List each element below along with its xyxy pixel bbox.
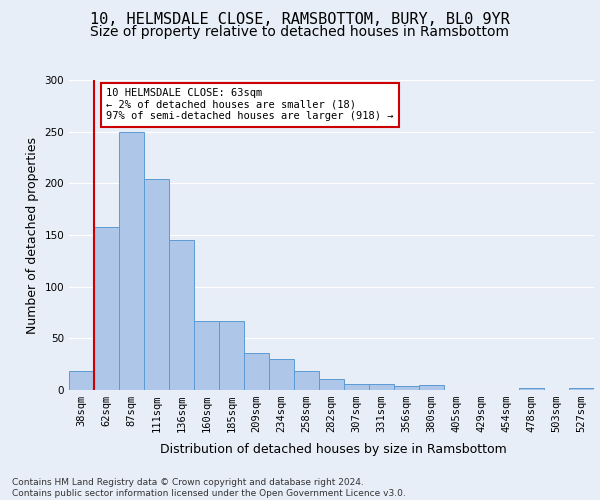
Bar [194,321,219,390]
Bar [69,372,94,390]
Text: 10, HELMSDALE CLOSE, RAMSBOTTOM, BURY, BL0 9YR: 10, HELMSDALE CLOSE, RAMSBOTTOM, BURY, B… [90,12,510,28]
Text: Contains HM Land Registry data © Crown copyright and database right 2024.
Contai: Contains HM Land Registry data © Crown c… [12,478,406,498]
Bar [569,388,594,390]
Bar [94,226,119,390]
Bar [319,378,344,390]
Bar [244,353,269,390]
Bar [419,385,444,390]
Text: Distribution of detached houses by size in Ramsbottom: Distribution of detached houses by size … [160,442,506,456]
Bar [344,384,369,390]
Text: Size of property relative to detached houses in Ramsbottom: Size of property relative to detached ho… [91,25,509,39]
Bar [169,240,194,390]
Bar [144,179,169,390]
Bar [294,372,319,390]
Bar [219,321,244,390]
Text: 10 HELMSDALE CLOSE: 63sqm
← 2% of detached houses are smaller (18)
97% of semi-d: 10 HELMSDALE CLOSE: 63sqm ← 2% of detach… [107,88,394,122]
Y-axis label: Number of detached properties: Number of detached properties [26,136,39,334]
Bar [269,359,294,390]
Bar [369,384,394,390]
Bar [519,388,544,390]
Bar [394,386,419,390]
Bar [119,132,144,390]
